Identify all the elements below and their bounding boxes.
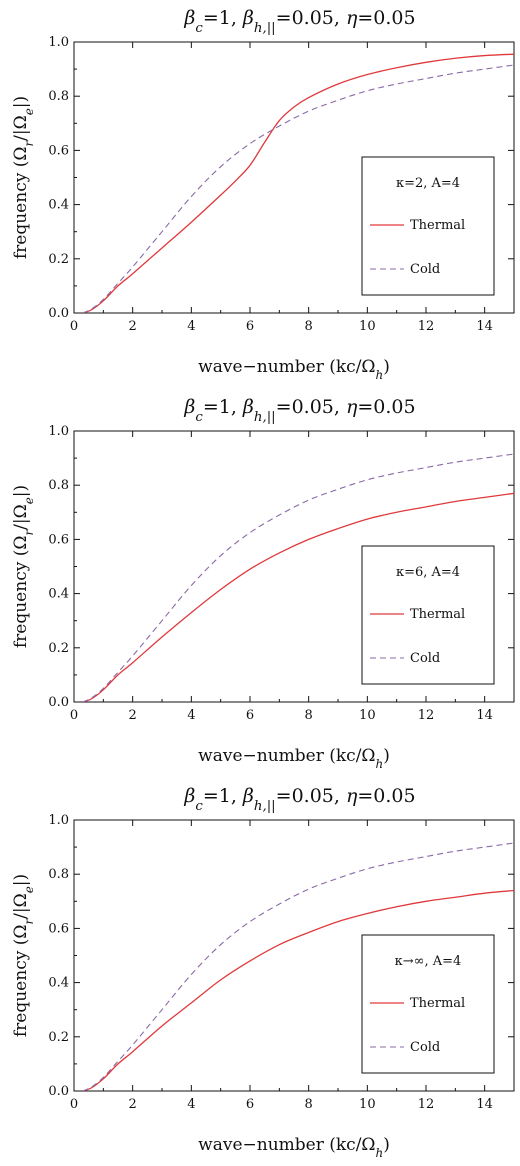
legend-title: κ=2, A=4 bbox=[396, 176, 460, 191]
x-tick-label: 0 bbox=[70, 319, 78, 334]
x-tick-label: 4 bbox=[187, 1097, 195, 1112]
y-tick-label: 0.0 bbox=[48, 306, 69, 321]
x-tick-label: 8 bbox=[305, 319, 313, 334]
x-axis-label: wave−number (kc/Ωh) bbox=[198, 357, 390, 382]
y-tick-label: 1.0 bbox=[48, 35, 69, 50]
legend-box bbox=[361, 934, 495, 1074]
y-tick-label: 1.0 bbox=[48, 424, 69, 439]
x-tick-label: 12 bbox=[418, 708, 435, 723]
x-tick-label: 8 bbox=[305, 708, 313, 723]
x-tick-label: 6 bbox=[246, 319, 254, 334]
chart-kappa-6: βc=1, βh,||=0.05, η=0.05 0 2 4 6 8 10 12 14 0.0 0.… bbox=[11, 396, 515, 771]
legend-title: κ=6, A=4 bbox=[396, 565, 460, 580]
legend-title: κ→∞, A=4 bbox=[395, 954, 462, 969]
x-tick-label: 0 bbox=[70, 708, 78, 723]
y-axis-label: frequency (Ωr/|Ωe|) bbox=[11, 96, 36, 259]
y-tick-label: 0.2 bbox=[48, 252, 69, 267]
y-tick-label: 0.0 bbox=[48, 1084, 69, 1099]
x-tick-label: 10 bbox=[359, 708, 376, 723]
x-tick-label: 14 bbox=[476, 1097, 493, 1112]
series-line-cold bbox=[82, 453, 514, 702]
legend-box bbox=[361, 156, 495, 296]
x-tick-label: 2 bbox=[129, 1097, 137, 1112]
chart-kappa-2: βc=1, βh,||=0.05, η=0.05 0 2 4 6 8 10 12 14 0.0 0.… bbox=[11, 7, 515, 382]
legend-label-cold: Cold bbox=[410, 262, 440, 277]
series-line-thermal bbox=[82, 889, 514, 1091]
chart-title: βc=1, βh,||=0.05, η=0.05 bbox=[183, 785, 415, 814]
y-tick-label: 0.4 bbox=[48, 587, 69, 602]
x-tick-label: 2 bbox=[129, 319, 137, 334]
x-tick-label: 6 bbox=[246, 708, 254, 723]
y-tick-label: 0.6 bbox=[48, 921, 69, 936]
y-tick-label: 0.8 bbox=[48, 89, 69, 104]
legend-box bbox=[361, 545, 495, 685]
y-axis-label: frequency (Ωr/|Ωe|) bbox=[11, 874, 36, 1037]
x-tick-label: 2 bbox=[129, 708, 137, 723]
series-line-cold bbox=[82, 64, 514, 313]
y-tick-label: 0.2 bbox=[48, 1030, 69, 1045]
x-tick-label: 14 bbox=[476, 319, 493, 334]
legend-label-cold: Cold bbox=[410, 651, 440, 666]
y-tick-label: 0.8 bbox=[48, 867, 69, 882]
chart-title: βc=1, βh,||=0.05, η=0.05 bbox=[183, 7, 415, 36]
series-line-thermal bbox=[82, 492, 514, 702]
x-tick-label: 0 bbox=[70, 1097, 78, 1112]
x-tick-label: 8 bbox=[305, 1097, 313, 1112]
series-line-cold bbox=[82, 842, 514, 1091]
legend-label-thermal: Thermal bbox=[410, 218, 465, 233]
legend-label-thermal: Thermal bbox=[410, 607, 465, 622]
y-tick-label: 0.6 bbox=[48, 143, 69, 158]
chart-title: βc=1, βh,||=0.05, η=0.05 bbox=[183, 396, 415, 425]
x-axis-label: wave−number (kc/Ωh) bbox=[198, 1135, 390, 1160]
chart-kappa-infinity: βc=1, βh,||=0.05, η=0.05 0 2 4 6 8 10 12 14 0.0 0.… bbox=[11, 785, 515, 1160]
y-tick-label: 1.0 bbox=[48, 813, 69, 828]
x-tick-label: 10 bbox=[359, 319, 376, 334]
y-tick-label: 0.4 bbox=[48, 198, 69, 213]
x-tick-label: 4 bbox=[187, 319, 195, 334]
x-tick-label: 12 bbox=[418, 1097, 435, 1112]
x-tick-label: 12 bbox=[418, 319, 435, 334]
y-tick-label: 0.0 bbox=[48, 695, 69, 710]
legend-label-cold: Cold bbox=[410, 1040, 440, 1055]
legend-label-thermal: Thermal bbox=[410, 996, 465, 1011]
y-axis-label: frequency (Ωr/|Ωe|) bbox=[11, 485, 36, 648]
x-tick-label: 6 bbox=[246, 1097, 254, 1112]
x-axis-label: wave−number (kc/Ωh) bbox=[198, 746, 390, 771]
x-tick-label: 10 bbox=[359, 1097, 376, 1112]
x-tick-label: 4 bbox=[187, 708, 195, 723]
y-tick-label: 0.4 bbox=[48, 976, 69, 991]
y-tick-label: 0.8 bbox=[48, 478, 69, 493]
x-tick-label: 14 bbox=[476, 708, 493, 723]
y-tick-label: 0.2 bbox=[48, 641, 69, 656]
y-tick-label: 0.6 bbox=[48, 532, 69, 547]
series-line-thermal bbox=[82, 53, 514, 313]
